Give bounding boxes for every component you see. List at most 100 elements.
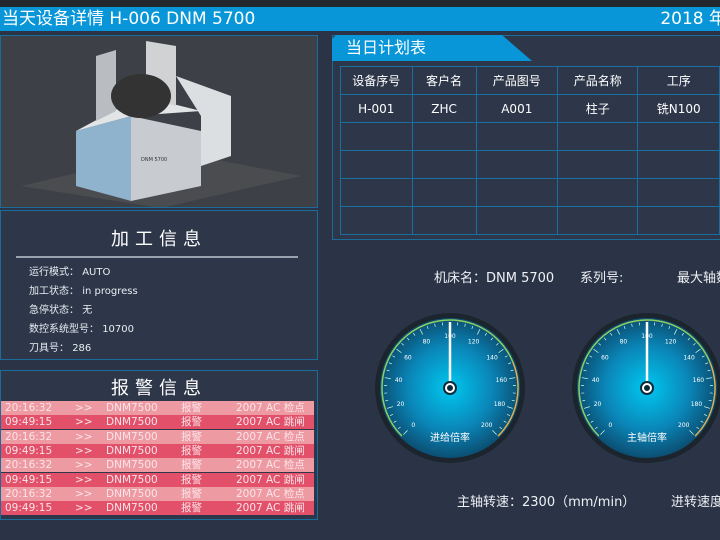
alarm-arrow: >>	[75, 473, 93, 486]
alarm-machine: DNM7500	[106, 487, 158, 500]
header-bar: 当天设备详情 H-006 DNM 5700 2018 年	[0, 7, 720, 31]
alarm-row[interactable]: 09:49:15 >> DNM7500 报警 2007 AC 跳闸	[1, 415, 314, 430]
gauge-label: 进给倍率	[430, 431, 470, 444]
gauge-tick	[389, 414, 393, 416]
alarm-type: 报警	[181, 402, 202, 414]
gauge-tick-label: 40	[395, 377, 403, 384]
gauge-tick	[594, 426, 598, 430]
alarm-machine: DNM7500	[106, 430, 158, 443]
gauge-tick	[384, 377, 391, 379]
alarm-machine: DNM7500	[106, 459, 158, 472]
table-cell	[475, 206, 559, 235]
alarm-arrow: >>	[75, 459, 93, 472]
gauge-tick	[406, 337, 410, 341]
column-header: 设备序号	[340, 66, 413, 95]
table-cell	[556, 206, 639, 235]
gauge-tick	[593, 348, 599, 354]
alarm-panel: 报警信息 20:16:32 >> DNM7500 报警 2007 AC 检点 09:49:…	[0, 370, 318, 520]
gauge-tick	[504, 355, 508, 358]
gauge-tick	[388, 362, 392, 365]
info-value: in progress	[82, 286, 138, 297]
alarm-row[interactable]: 20:16:32 >> DNM7500 报警 2007 AC 检点	[1, 486, 314, 501]
table-cell	[556, 150, 639, 179]
info-row: 刀具号： 286	[29, 339, 91, 354]
gauge-tick	[510, 369, 514, 372]
alarm-arrow: >>	[75, 444, 93, 457]
alarm-row[interactable]: 09:49:15 >> DNM7500 报警 2007 AC 跳闸	[1, 472, 314, 487]
alarm-arrow: >>	[75, 502, 93, 515]
alarm-row[interactable]: 09:49:15 >> DNM7500 报警 2007 AC 跳闸	[1, 443, 314, 458]
table-cell: 铣N100	[637, 94, 720, 123]
alarm-machine: DNM7500	[106, 416, 158, 429]
alarm-code: 2007 AC 跳闸	[236, 502, 305, 515]
gauge-tick	[392, 355, 396, 358]
info-label: 运行模式：	[29, 267, 79, 278]
alarm-machine: DNM7500	[106, 402, 158, 414]
gauge-tick	[590, 420, 594, 423]
gauge-tick	[492, 430, 497, 435]
table-row[interactable]	[340, 206, 720, 235]
gauge-tick	[673, 329, 678, 335]
gauge-tick	[708, 399, 712, 402]
machine-name: 机床名：DNM 5700	[434, 271, 555, 286]
gauge-tick-label: 60	[601, 354, 609, 361]
alarm-row[interactable]: 20:16:32 >> DNM7500 报警 2007 AC 检点	[1, 429, 314, 444]
gauge-tick-label: 20	[397, 401, 405, 408]
max-axis: 最大轴数	[677, 271, 720, 286]
top-strip	[0, 0, 720, 8]
alarm-row[interactable]: 20:16:32 >> DNM7500 报警 2007 AC 检点	[1, 401, 314, 415]
alarm-time: 09:49:15	[5, 444, 53, 457]
alarm-row[interactable]: 20:16:32 >> DNM7500 报警 2007 AC 检点	[1, 458, 314, 473]
gauge-tick	[496, 342, 499, 346]
gauge-tick	[499, 426, 503, 430]
gauge-tick	[506, 406, 513, 409]
gauge-tick-label: 60	[404, 354, 412, 361]
gauge-tick	[386, 369, 390, 372]
gauge-tick	[700, 420, 704, 423]
alarm-machine: DNM7500	[106, 444, 158, 457]
gauge-tick	[498, 348, 504, 354]
gauge: 020406080100120140160180200进给倍率	[375, 313, 525, 463]
alarm-code: 2007 AC 检点	[236, 459, 305, 472]
table-cell	[556, 122, 639, 151]
gauge-label: 主轴倍率	[627, 431, 667, 444]
gauge-tick	[503, 420, 507, 423]
alarm-time: 09:49:15	[5, 416, 53, 429]
gauge-tick	[401, 342, 404, 346]
alarm-code: 2007 AC 检点	[236, 487, 305, 500]
gauge-tick-label: 120	[468, 339, 480, 346]
gauge-tick	[403, 430, 408, 435]
table-cell	[637, 206, 720, 235]
alarm-type: 报警	[181, 430, 202, 443]
table-row[interactable]	[340, 150, 720, 179]
gauge-tick	[693, 342, 696, 346]
column-header: 客户名	[411, 66, 477, 95]
gauge-tick	[508, 362, 512, 365]
gauge-tick	[610, 332, 613, 336]
gauge-tick	[706, 377, 713, 379]
table-row[interactable]	[340, 178, 720, 207]
gauge-tick	[507, 414, 511, 416]
gauge-tick	[701, 355, 705, 358]
info-value: AUTO	[82, 267, 111, 278]
table-cell	[637, 178, 720, 207]
table-cell	[411, 178, 477, 207]
gauge-tick	[585, 362, 589, 365]
series-number: 系列号:	[580, 271, 624, 286]
alarm-time: 20:16:32	[5, 402, 53, 414]
alarm-row[interactable]: 09:49:15 >> DNM7500 报警 2007 AC 跳闸	[1, 501, 314, 516]
gauge-tick	[600, 430, 605, 435]
alarm-time: 20:16:32	[5, 430, 53, 443]
gauge-tick	[426, 325, 429, 330]
page-title: 当天设备详情 H-006 DNM 5700	[2, 9, 256, 29]
table-row[interactable]: H-001 ZHC A001 柱子 铣N100	[340, 94, 720, 123]
gauge-tick	[616, 329, 621, 335]
alarm-machine: DNM7500	[106, 502, 158, 515]
gauge-tick	[584, 406, 591, 409]
alarm-type: 报警	[181, 459, 202, 472]
alarm-type: 报警	[181, 502, 202, 515]
alarm-code: 2007 AC 跳闸	[236, 444, 305, 457]
table-cell	[340, 150, 413, 179]
table-row[interactable]	[340, 122, 720, 151]
